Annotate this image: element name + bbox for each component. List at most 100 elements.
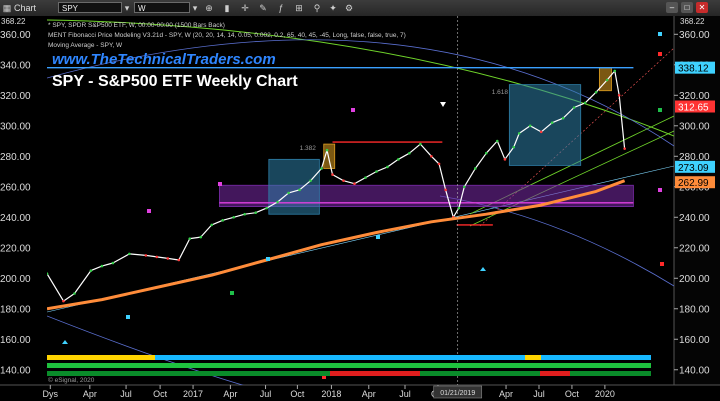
- candlestick-icon[interactable]: ▮: [224, 3, 230, 13]
- crosshair-icon[interactable]: ✛: [241, 3, 249, 13]
- formula-icon[interactable]: ƒ: [278, 3, 284, 13]
- x-tick-label: Oct: [290, 389, 305, 399]
- x-tick-label: Oct: [153, 389, 168, 399]
- y-tick-label-left: 140.00: [0, 365, 31, 376]
- price-point: [572, 106, 576, 109]
- signal-dot: [658, 108, 662, 112]
- price-point: [89, 269, 93, 272]
- y-tick-label: 160.00: [679, 335, 710, 346]
- price-point: [221, 219, 225, 222]
- price-point: [342, 179, 345, 182]
- interval-input[interactable]: W: [134, 2, 190, 13]
- price-value-box: [675, 61, 715, 74]
- price-value-box: [675, 100, 715, 113]
- price-point: [298, 188, 301, 192]
- price-point: [457, 206, 461, 210]
- y-tick-label: 220.00: [679, 243, 710, 254]
- price-point: [166, 257, 170, 260]
- price-point: [550, 121, 554, 125]
- price-point: [100, 264, 104, 268]
- price-point: [430, 154, 433, 158]
- price-value-label: 338.12: [678, 64, 709, 75]
- price-point: [613, 69, 617, 73]
- window-title: Chart: [14, 3, 37, 13]
- orange-box-2018: [323, 143, 336, 169]
- price-point: [155, 255, 159, 259]
- price-point: [265, 206, 268, 210]
- price-point: [309, 179, 312, 182]
- price-point: [473, 167, 477, 170]
- start-marker: [62, 340, 68, 344]
- price-value-box: [675, 176, 715, 189]
- price-point: [408, 151, 411, 155]
- signal-dot: [322, 375, 326, 379]
- moving-average-line: [47, 179, 626, 311]
- signal-bar-yellow: [47, 355, 155, 360]
- interval-dropdown-icon[interactable]: ▾: [192, 3, 198, 13]
- price-point: [583, 101, 587, 105]
- price-point: [254, 211, 257, 214]
- price-value-box: [675, 160, 715, 173]
- y-tick-label: 200.00: [679, 274, 710, 285]
- zoom-in-icon[interactable]: ⊕: [205, 3, 213, 13]
- cursor-date-box: [433, 385, 483, 399]
- price-point: [199, 235, 203, 239]
- info-line-moving-average: Moving Average - SPY, W: [48, 42, 123, 49]
- chart-window-icon: ▦: [2, 3, 12, 13]
- minimize-button[interactable]: –: [666, 2, 678, 13]
- symbol-dropdown-icon[interactable]: ▾: [124, 3, 130, 13]
- price-point: [144, 254, 148, 257]
- peak-marker: [440, 102, 446, 107]
- maximize-button[interactable]: □: [681, 2, 693, 13]
- y-tick-label: 280.00: [679, 152, 710, 163]
- signal-bar-red: [540, 371, 570, 376]
- y-tick-label-left: 200.00: [0, 274, 31, 285]
- price-point: [463, 185, 466, 189]
- price-point: [484, 151, 488, 155]
- x-tick-label: 2018: [321, 389, 341, 399]
- y-tick-label: 320.00: [679, 91, 710, 102]
- bar-style-icon[interactable]: ⊞: [295, 3, 303, 13]
- pin-icon[interactable]: ⚲: [313, 3, 321, 13]
- price-point: [503, 158, 507, 161]
- price-point: [188, 237, 192, 240]
- price-point: [623, 147, 626, 150]
- price-point: [177, 258, 181, 262]
- y-top-value-label: 368.22: [1, 17, 26, 26]
- signal-dot: [660, 262, 664, 266]
- signal-dot: [218, 182, 222, 186]
- price-point: [594, 90, 598, 94]
- price-point: [287, 191, 290, 195]
- signal-dot: [658, 52, 662, 56]
- price-point: [444, 188, 447, 192]
- settings-icon[interactable]: ⚙: [344, 3, 354, 13]
- draw-tools-icon[interactable]: ✎: [259, 3, 267, 13]
- close-button[interactable]: ✕: [696, 2, 708, 13]
- price-point: [47, 272, 49, 275]
- x-tick-label: Jul: [260, 389, 272, 399]
- signal-dots: [126, 32, 664, 379]
- price-point: [397, 158, 400, 161]
- price-point: [128, 252, 131, 256]
- x-tick-label: Apr: [362, 389, 376, 399]
- symbol-input[interactable]: SPY: [58, 2, 122, 13]
- price-point: [364, 176, 367, 179]
- twitter-icon[interactable]: ✦: [329, 3, 337, 13]
- signal-dot: [658, 188, 662, 192]
- window-titlebar: ▦ Chart SPY ▾ W ▾ ⊕ ▮ ✛ ✎ ƒ ⊞ ⚲ ✦ ⚙ – □ …: [0, 0, 720, 17]
- price-axis: [674, 16, 720, 385]
- price-value-label: 273.09: [678, 163, 709, 174]
- price-value-label: 262.99: [678, 178, 709, 189]
- y-tick-label-left: 180.00: [0, 304, 31, 315]
- y-tick-label-left: 160.00: [0, 335, 31, 346]
- price-point: [375, 170, 378, 173]
- price-point: [111, 261, 115, 265]
- fib-annotation: 1.618: [492, 89, 509, 96]
- signal-dot: [230, 291, 234, 295]
- x-tick-label: Jul: [399, 389, 411, 399]
- price-point: [320, 167, 323, 170]
- price-point: [353, 182, 356, 186]
- cursor-date-label: 01/21/2019: [440, 390, 475, 397]
- signal-dot: [351, 108, 355, 112]
